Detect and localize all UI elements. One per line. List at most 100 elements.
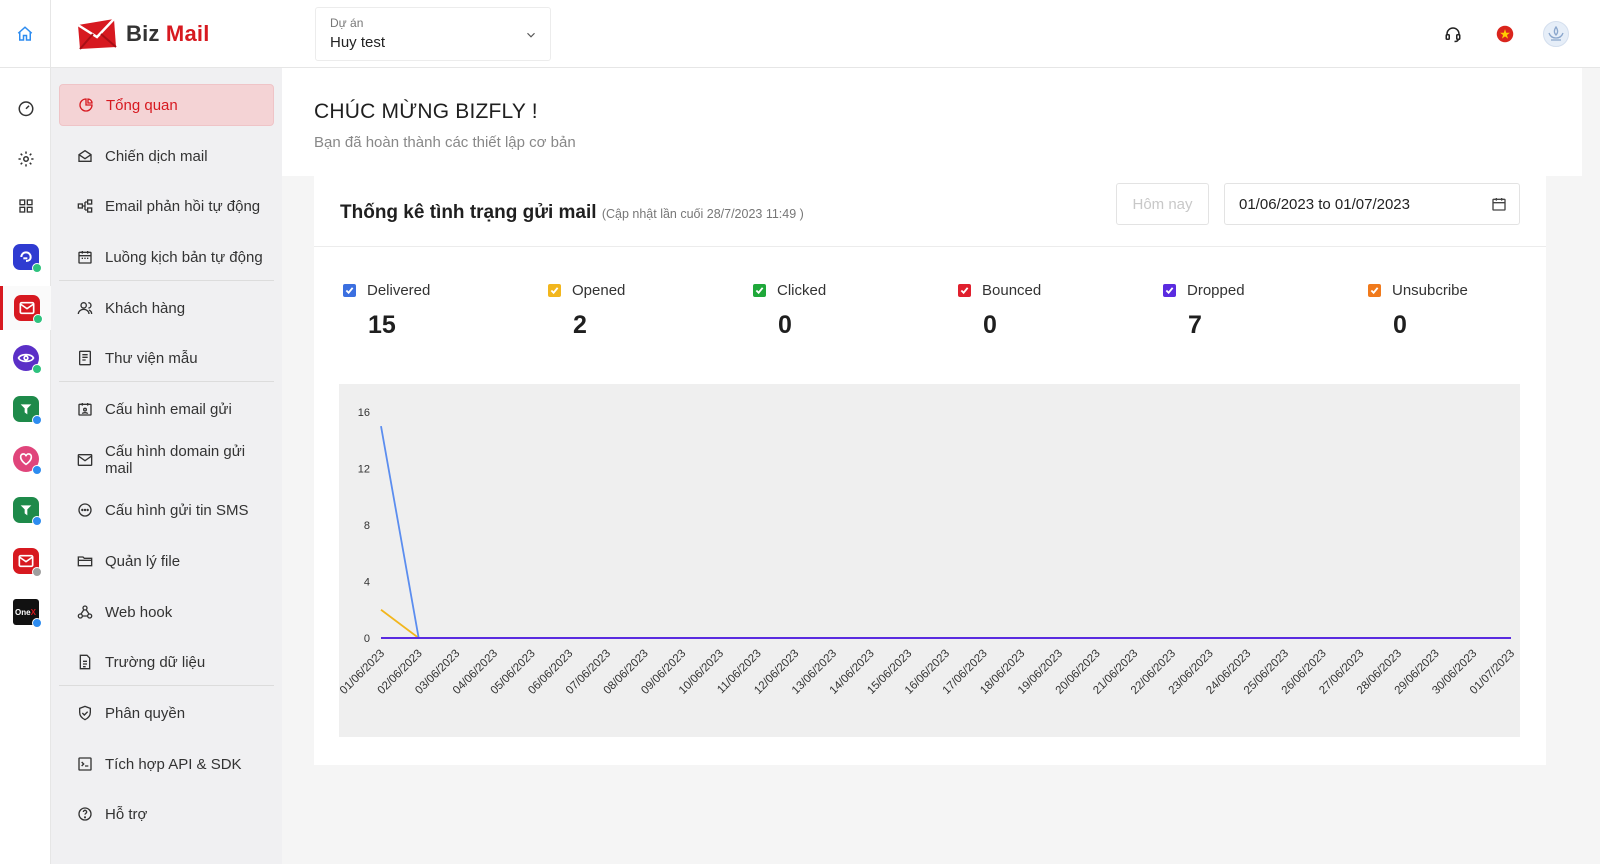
y-tick-label: 8 xyxy=(364,520,370,532)
dashboard-icon xyxy=(18,101,33,117)
sidebar-item-templates[interactable]: Thư viện mẫu xyxy=(59,337,274,379)
sidebar-item-domain-config[interactable]: Cấu hình domain gửi mail xyxy=(59,439,274,481)
calendar-icon xyxy=(1492,198,1506,211)
mail-open-icon xyxy=(78,149,92,162)
sidebar-item-data-fields[interactable]: Trường dữ liệu xyxy=(59,641,274,683)
rail-dashboard[interactable] xyxy=(0,86,51,130)
sidebar-item-label: Cấu hình email gửi xyxy=(105,400,232,418)
sidebar-item-webhook[interactable]: Web hook xyxy=(59,591,274,633)
checkbox-icon[interactable] xyxy=(343,284,356,297)
data-field-icon xyxy=(79,654,91,670)
mail-status-chart: 0 4 8 12 16 01/06/2023 02/06/2023 03/06/2023 04/… xyxy=(339,384,1520,737)
sidebar-item-auto-reply[interactable]: Email phản hồi tự động xyxy=(59,185,274,227)
checkbox-icon[interactable] xyxy=(958,284,971,297)
stat-clicked[interactable]: Clicked 0 xyxy=(753,282,826,340)
sidebar-item-label: Chiến dịch mail xyxy=(105,147,208,165)
sidebar-item-label: Cấu hình domain gửi mail xyxy=(105,443,246,477)
envelope-icon xyxy=(77,454,93,466)
menu-divider xyxy=(59,381,274,382)
sidebar-item-support[interactable]: Hỗ trợ xyxy=(59,793,274,835)
sidebar-item-label: Hỗ trợ xyxy=(105,805,148,823)
stat-bounced[interactable]: Bounced 0 xyxy=(958,282,1041,340)
page-scrollbar[interactable] xyxy=(1582,68,1600,864)
terminal-icon xyxy=(78,757,92,771)
rail-apps[interactable] xyxy=(0,184,51,228)
vietnam-flag-icon xyxy=(1496,25,1514,43)
checkbox-icon[interactable] xyxy=(1368,284,1381,297)
sidebar-item-label: Tổng quan xyxy=(106,96,178,114)
stat-unsubcribe[interactable]: Unsubcribe 0 xyxy=(1368,282,1468,340)
webhook-icon xyxy=(77,605,93,619)
rail-app-biz-green-2[interactable] xyxy=(0,488,51,532)
auto-reply-icon xyxy=(77,199,93,213)
sidebar-item-file-manager[interactable]: Quản lý file xyxy=(59,540,274,582)
checkbox-icon[interactable] xyxy=(753,284,766,297)
sidebar-menu: Tổng quan Chiến dịch mail Email phản hồi… xyxy=(51,68,282,864)
date-range-value: 01/06/2023 to 01/07/2023 xyxy=(1239,195,1410,213)
rail-app-biz-pink[interactable] xyxy=(0,437,51,481)
rail-app-biz-blue[interactable] xyxy=(0,235,51,279)
rail-app-onex[interactable]: OneX xyxy=(0,590,51,634)
sidebar-item-permissions[interactable]: Phân quyền xyxy=(59,692,274,734)
sidebar-item-sender-config[interactable]: Cấu hình email gửi xyxy=(59,388,274,430)
sidebar-item-sms-config[interactable]: Cấu hình gửi tin SMS xyxy=(59,489,274,531)
workflow-icon xyxy=(78,251,92,264)
stats-card-title: Thống kê tình trạng gửi mail (Cập nhật l… xyxy=(340,202,804,223)
sidebar-item-label: Luồng kịch bản tự động xyxy=(105,248,263,266)
template-icon xyxy=(79,350,91,366)
rail-app-bizmail-2[interactable] xyxy=(0,539,51,583)
home-button[interactable] xyxy=(0,0,51,68)
stat-value: 0 xyxy=(778,311,792,339)
stat-label: Delivered xyxy=(367,282,431,299)
stat-label: Unsubcribe xyxy=(1392,282,1468,299)
page-title: CHÚC MỪNG BIZFLY ! xyxy=(314,100,538,123)
apps-grid-icon xyxy=(18,199,33,213)
sidebar-item-campaigns[interactable]: Chiến dịch mail xyxy=(59,135,274,177)
checkbox-icon[interactable] xyxy=(548,284,561,297)
project-select[interactable]: Dự án Huy test xyxy=(315,7,551,61)
chevron-down-icon xyxy=(527,32,535,38)
bizmail-logo[interactable]: Biz Mail xyxy=(76,17,210,51)
main-content: CHÚC MỪNG BIZFLY ! Bạn đã hoàn thành các… xyxy=(282,68,1600,864)
user-avatar[interactable] xyxy=(1542,20,1570,48)
logo-text: Biz Mail xyxy=(126,21,210,46)
rail-settings[interactable] xyxy=(0,137,51,181)
headset-icon xyxy=(1445,27,1461,43)
home-icon xyxy=(17,26,33,41)
line-chart: 048121601/06/202302/06/202303/06/202304/… xyxy=(339,407,1517,697)
stat-label: Opened xyxy=(572,282,626,299)
stat-value: 2 xyxy=(573,311,587,339)
stat-opened[interactable]: Opened 2 xyxy=(548,282,625,340)
pie-chart-icon xyxy=(79,98,93,112)
series-line-opened xyxy=(380,609,1511,639)
date-range-picker[interactable]: 01/06/2023 to 01/07/2023 xyxy=(1224,183,1520,225)
rail-app-biz-purple[interactable] xyxy=(0,336,51,380)
stat-delivered[interactable]: Delivered 15 xyxy=(343,282,430,340)
menu-divider xyxy=(59,280,274,281)
checkbox-icon[interactable] xyxy=(1163,284,1176,297)
sidebar-item-workflow[interactable]: Luồng kịch bản tự động xyxy=(59,236,274,278)
app-biz-green-icon xyxy=(12,396,42,425)
app-biz-purple-icon xyxy=(12,345,42,374)
today-button[interactable]: Hôm nay xyxy=(1116,183,1209,225)
rail-app-bizmail[interactable] xyxy=(0,286,51,330)
card-divider xyxy=(314,246,1546,247)
support-button[interactable] xyxy=(1439,20,1467,48)
sender-config-icon xyxy=(78,403,92,416)
sidebar-item-overview[interactable]: Tổng quan xyxy=(59,84,274,126)
rail-app-biz-green[interactable] xyxy=(0,387,51,431)
sidebar-item-label: Tích hợp API & SDK xyxy=(105,755,242,773)
stat-dropped[interactable]: Dropped 7 xyxy=(1163,282,1245,340)
stat-label: Bounced xyxy=(982,282,1042,299)
series-line-delivered xyxy=(380,425,1511,639)
sidebar-item-api-sdk[interactable]: Tích hợp API & SDK xyxy=(59,743,274,785)
sidebar-item-customers[interactable]: Khách hàng xyxy=(59,287,274,329)
menu-divider xyxy=(59,685,274,686)
sidebar-item-label: Web hook xyxy=(105,603,173,621)
page-subtitle: Bạn đã hoàn thành các thiết lập cơ bản xyxy=(314,134,576,151)
language-button[interactable] xyxy=(1491,20,1519,48)
users-icon xyxy=(77,302,93,315)
y-tick-label: 12 xyxy=(358,464,370,476)
y-tick-label: 0 xyxy=(364,633,370,645)
app-onex-icon: OneX xyxy=(12,599,42,628)
